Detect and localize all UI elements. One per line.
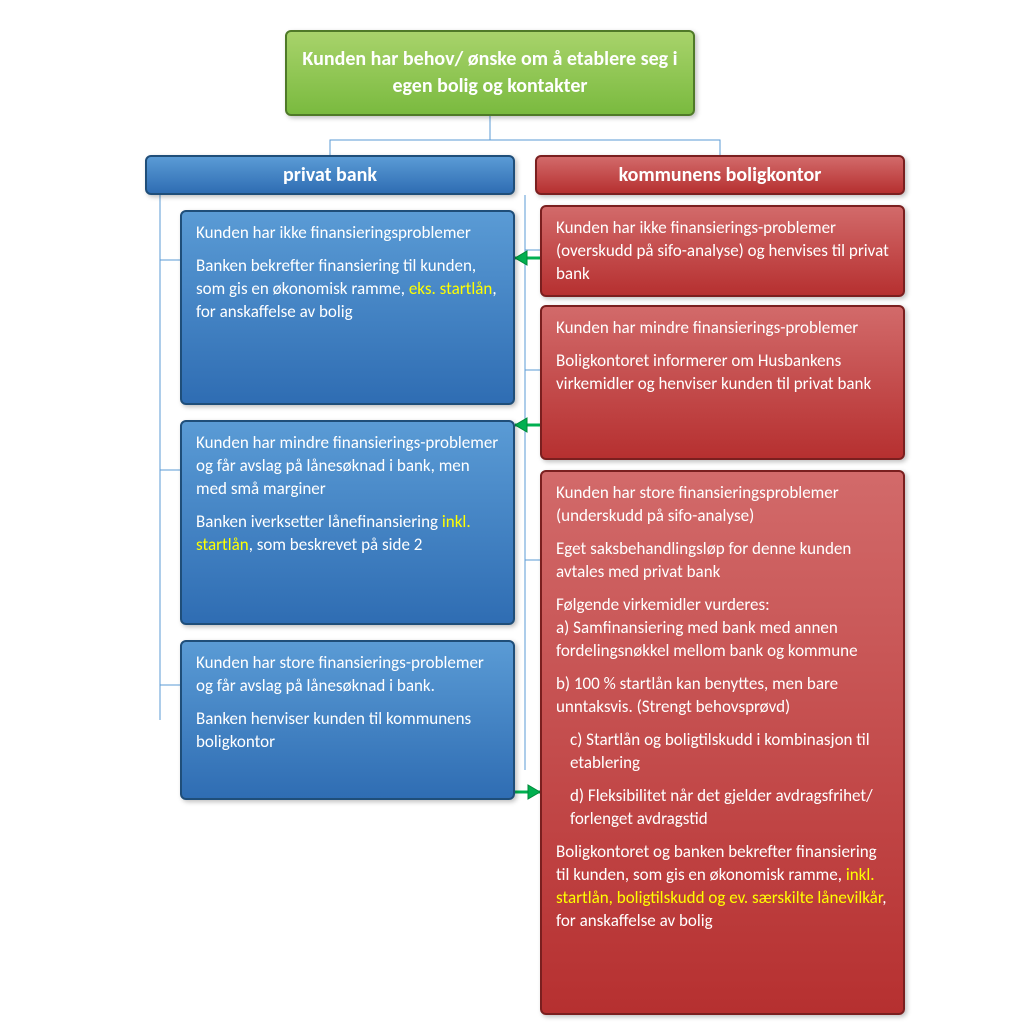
node-l3: Kunden har store finansierings-problemer… [180, 640, 515, 800]
node-left_header: privat bank [145, 155, 515, 195]
node-l2: Kunden har mindre finansierings-probleme… [180, 420, 515, 625]
node-r2: Kunden har mindre finansierings-probleme… [540, 305, 905, 460]
node-l1: Kunden har ikke finansieringsproblemer B… [180, 210, 515, 405]
node-right_header: kommunens boligkontor [535, 155, 905, 195]
node-r3: Kunden har store finansieringsproblemer … [540, 470, 905, 1015]
node-root: Kunden har behov/ ønske om å etablere se… [285, 30, 695, 116]
node-r1: Kunden har ikke finansierings-problemer … [540, 205, 905, 297]
